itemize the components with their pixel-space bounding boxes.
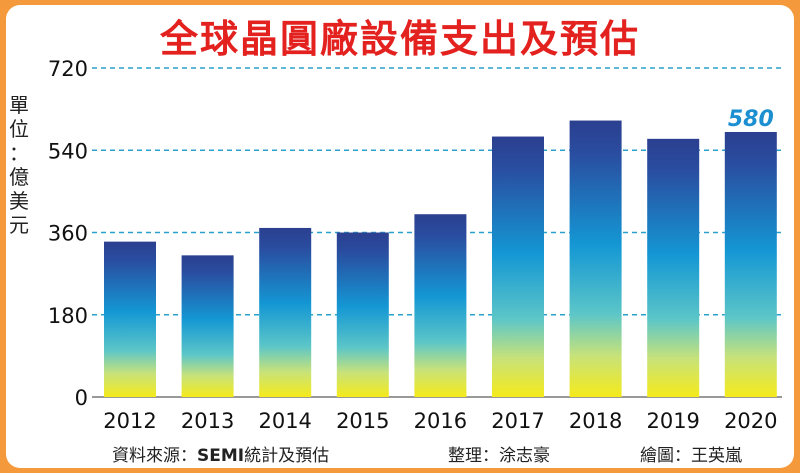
y-tick-label: 360 <box>48 222 88 246</box>
x-tick-label: 2013 <box>181 409 234 433</box>
x-tick-label: 2016 <box>414 409 467 433</box>
source-suffix: 統計及預估 <box>244 446 330 466</box>
y-axis-unit-char: ： <box>9 141 29 165</box>
y-axis-unit-char: 單 <box>9 93 29 117</box>
y-axis-unit-label: 單位：億美元 <box>6 93 32 237</box>
bar-2013 <box>181 255 234 397</box>
y-tick-label: 540 <box>48 139 88 163</box>
bar-2012 <box>104 241 156 397</box>
bar-2015 <box>336 232 389 397</box>
y-axis-unit-char: 元 <box>9 213 29 237</box>
bar-2016 <box>414 214 467 397</box>
illustrator-credit: 繪圖：王英嵐 <box>640 446 742 466</box>
x-tick-label: 2012 <box>103 409 156 433</box>
source-org: SEMI <box>197 446 245 466</box>
y-axis-unit-char: 美 <box>9 189 29 213</box>
data-label-2020: 580 <box>728 107 774 132</box>
source-credit: 資料來源：SEMI統計及預估 <box>112 441 329 466</box>
x-tick-label: 2019 <box>646 409 699 433</box>
x-tick-label: 2017 <box>491 409 544 433</box>
bar-2017 <box>492 136 544 397</box>
y-axis-unit-char: 億 <box>9 165 29 189</box>
bar-2014 <box>259 227 312 397</box>
chart-title: 全球晶圓廠設備支出及預估 <box>159 17 640 61</box>
editor-credit: 整理：涂志豪 <box>448 446 550 466</box>
bar-2019 <box>647 138 700 397</box>
bar-2020 <box>724 131 777 397</box>
x-tick-label: 2020 <box>724 409 777 433</box>
y-tick-label: 0 <box>75 386 88 410</box>
source-prefix: 資料來源： <box>112 446 197 466</box>
y-tick-label: 180 <box>48 304 88 328</box>
y-axis-unit-char: 位 <box>9 117 29 141</box>
x-tick-label: 2018 <box>569 409 622 433</box>
x-tick-label: 2014 <box>258 409 311 433</box>
x-tick-label: 2015 <box>336 409 389 433</box>
bar-2018 <box>569 120 622 397</box>
y-tick-label: 720 <box>48 57 88 81</box>
